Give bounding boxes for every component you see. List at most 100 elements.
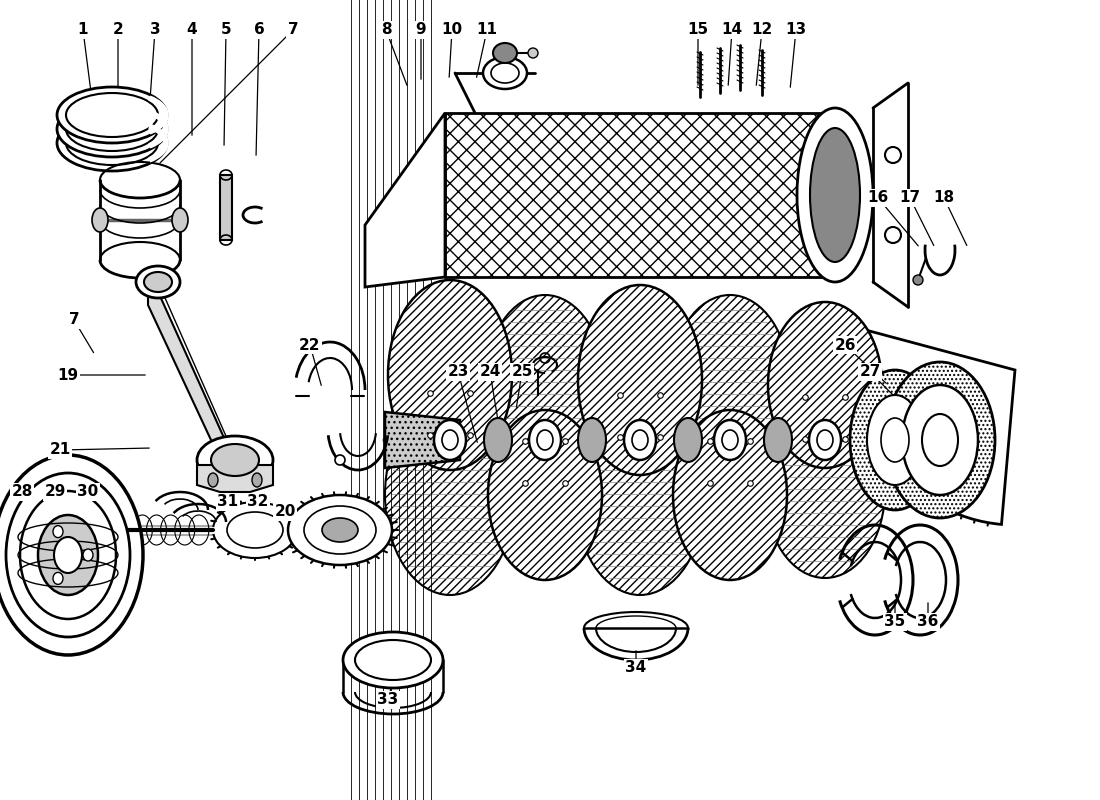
Text: 26: 26 <box>834 338 856 353</box>
Ellipse shape <box>886 362 996 518</box>
Ellipse shape <box>722 430 738 450</box>
Ellipse shape <box>442 430 458 450</box>
Ellipse shape <box>484 418 512 462</box>
Ellipse shape <box>808 420 842 460</box>
Ellipse shape <box>528 48 538 58</box>
Ellipse shape <box>674 418 702 462</box>
Ellipse shape <box>172 208 188 232</box>
Ellipse shape <box>57 101 167 157</box>
Ellipse shape <box>66 107 158 151</box>
Text: 16: 16 <box>868 190 889 206</box>
Polygon shape <box>197 465 273 492</box>
Bar <box>220 175 232 240</box>
Text: 4: 4 <box>187 22 197 38</box>
Ellipse shape <box>886 147 901 163</box>
Text: 29: 29 <box>44 485 66 499</box>
Text: 20: 20 <box>274 505 296 519</box>
Text: 35: 35 <box>884 614 905 630</box>
Ellipse shape <box>227 512 283 548</box>
Ellipse shape <box>53 526 63 538</box>
Ellipse shape <box>673 410 786 580</box>
Text: 6: 6 <box>254 22 264 38</box>
Ellipse shape <box>575 395 705 595</box>
Text: 23: 23 <box>448 365 469 379</box>
Ellipse shape <box>385 395 515 595</box>
Ellipse shape <box>529 420 561 460</box>
Bar <box>446 113 835 277</box>
Polygon shape <box>370 118 446 282</box>
Text: 25: 25 <box>512 365 532 379</box>
Text: 7: 7 <box>68 313 79 327</box>
Ellipse shape <box>39 515 98 595</box>
Ellipse shape <box>211 444 258 476</box>
Ellipse shape <box>53 572 63 584</box>
Ellipse shape <box>764 402 886 578</box>
Text: 3: 3 <box>150 22 161 38</box>
Ellipse shape <box>336 455 345 465</box>
Ellipse shape <box>537 430 553 450</box>
Polygon shape <box>385 412 460 468</box>
Ellipse shape <box>304 506 376 554</box>
Ellipse shape <box>144 272 172 292</box>
Polygon shape <box>365 113 446 287</box>
Ellipse shape <box>913 275 923 285</box>
Text: 12: 12 <box>751 22 772 38</box>
Ellipse shape <box>136 266 180 298</box>
Ellipse shape <box>491 63 519 83</box>
Ellipse shape <box>850 370 940 510</box>
Ellipse shape <box>252 473 262 487</box>
Ellipse shape <box>483 57 527 89</box>
Ellipse shape <box>208 473 218 487</box>
Ellipse shape <box>670 295 790 475</box>
Text: 36: 36 <box>917 614 938 630</box>
Ellipse shape <box>388 280 512 470</box>
Ellipse shape <box>881 418 909 462</box>
Text: 27: 27 <box>859 365 881 379</box>
Ellipse shape <box>764 418 792 462</box>
Text: 24: 24 <box>480 365 501 379</box>
Ellipse shape <box>768 302 882 468</box>
Ellipse shape <box>624 420 656 460</box>
Ellipse shape <box>922 414 958 466</box>
Polygon shape <box>148 285 245 465</box>
Ellipse shape <box>434 420 466 460</box>
Text: 33: 33 <box>377 693 398 707</box>
Text: 34: 34 <box>626 661 647 675</box>
Ellipse shape <box>714 420 746 460</box>
Ellipse shape <box>288 495 392 565</box>
Ellipse shape <box>92 208 108 232</box>
Wedge shape <box>860 330 1015 525</box>
Ellipse shape <box>355 640 431 680</box>
Ellipse shape <box>57 87 167 143</box>
Ellipse shape <box>578 418 606 462</box>
Text: 8: 8 <box>381 22 392 38</box>
Ellipse shape <box>6 473 130 637</box>
Text: 7: 7 <box>288 22 298 38</box>
Ellipse shape <box>57 115 167 171</box>
Text: 15: 15 <box>688 22 708 38</box>
Ellipse shape <box>485 295 605 475</box>
Ellipse shape <box>54 537 82 573</box>
Text: 28: 28 <box>11 485 33 499</box>
Text: 18: 18 <box>934 190 955 206</box>
Ellipse shape <box>488 410 602 580</box>
Ellipse shape <box>578 285 702 475</box>
Ellipse shape <box>817 430 833 450</box>
Text: 30: 30 <box>77 485 99 499</box>
Text: 5: 5 <box>221 22 231 38</box>
Ellipse shape <box>322 518 358 542</box>
Text: 32: 32 <box>248 494 268 510</box>
Text: 22: 22 <box>299 338 321 353</box>
Text: 9: 9 <box>416 22 427 38</box>
Text: 1: 1 <box>78 22 88 38</box>
Text: 2: 2 <box>112 22 123 38</box>
Ellipse shape <box>20 491 115 619</box>
Ellipse shape <box>886 227 901 243</box>
Text: 19: 19 <box>57 367 78 382</box>
Text: 17: 17 <box>900 190 921 206</box>
Text: 21: 21 <box>50 442 70 458</box>
Text: 14: 14 <box>722 22 742 38</box>
Text: 11: 11 <box>476 22 497 38</box>
Ellipse shape <box>82 549 94 561</box>
Ellipse shape <box>902 385 978 495</box>
